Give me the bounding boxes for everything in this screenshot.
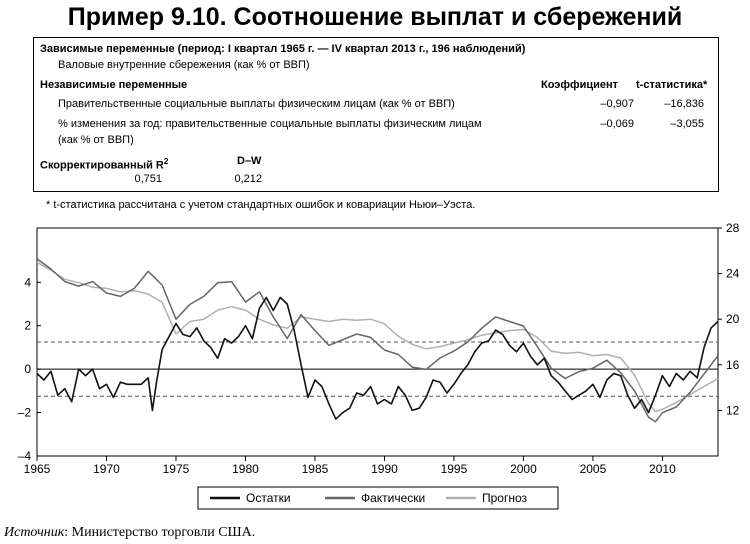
y-right-tick-label: 20 bbox=[726, 312, 740, 326]
y-right-tick-label: 16 bbox=[726, 358, 740, 372]
series-line-Остатки bbox=[36, 296, 719, 420]
y-right-tick-label: 24 bbox=[726, 267, 740, 281]
legend-label: Прогноз bbox=[482, 491, 528, 505]
t-stat-header: t-статистика* bbox=[636, 79, 708, 91]
series-line-Фактически bbox=[36, 258, 719, 423]
x-tick-label: 1975 bbox=[163, 462, 190, 476]
source-note: Источник: Министерство торговли США. bbox=[4, 525, 256, 540]
independent-header: Независимые переменные bbox=[40, 79, 188, 91]
footnote: * t-статистика рассчитана с учетом станд… bbox=[46, 199, 476, 211]
row-2-name-cont: (как % от ВВП) bbox=[58, 134, 134, 146]
row-1-coef: –0,907 bbox=[600, 98, 634, 110]
dependent-header: Зависимые переменные (период: I квартал … bbox=[40, 43, 526, 55]
y-right-tick-label: 12 bbox=[726, 403, 740, 417]
x-tick-label: 2000 bbox=[510, 462, 537, 476]
row-1-t: –16,836 bbox=[664, 98, 704, 110]
x-tick-label: 1985 bbox=[302, 462, 329, 476]
row-2-name: % изменения за год: правительственные со… bbox=[58, 118, 482, 130]
legend-label: Фактически bbox=[361, 491, 425, 505]
regression-table: Зависимые переменные (период: I квартал … bbox=[33, 37, 719, 192]
x-tick-label: 2005 bbox=[580, 462, 607, 476]
x-tick-label: 1970 bbox=[93, 462, 120, 476]
x-tick-label: 1965 bbox=[24, 462, 51, 476]
y-left-tick-label: 2 bbox=[24, 319, 31, 333]
row-1-name: Правительственные социальные выплаты физ… bbox=[58, 98, 455, 110]
x-tick-label: 2010 bbox=[649, 462, 676, 476]
legend-box bbox=[197, 486, 559, 510]
legend-label: Остатки bbox=[246, 491, 291, 505]
plot-frame bbox=[36, 227, 719, 457]
row-2-t: –3,055 bbox=[670, 118, 704, 130]
dependent-var: Валовые внутренние сбережения (как % от … bbox=[58, 59, 310, 71]
dw-value: 0,212 bbox=[234, 173, 262, 185]
x-tick-label: 1980 bbox=[232, 462, 259, 476]
x-tick-label: 1995 bbox=[441, 462, 468, 476]
series-line-Прогноз bbox=[36, 261, 719, 413]
y-left-tick-label: 0 bbox=[24, 362, 31, 376]
r2-label: Скорректированный R2 bbox=[40, 157, 169, 172]
row-2-coef: –0,069 bbox=[600, 118, 634, 130]
dw-label: D–W bbox=[237, 155, 262, 167]
y-left-tick-label: –4 bbox=[18, 449, 32, 463]
y-left-tick-label: –2 bbox=[18, 406, 32, 420]
y-right-tick-label: 28 bbox=[726, 222, 740, 235]
line-chart: 1965 1970 1975 1980 1985 1990 1995 2000 2005 2010… bbox=[18, 222, 740, 510]
r2-superscript: 2 bbox=[163, 157, 169, 166]
r2-value: 0,751 bbox=[134, 173, 162, 185]
chart-title: Пример 9.10. Соотношение выплат и сбереж… bbox=[67, 3, 683, 31]
coef-header: Коэффициент bbox=[541, 79, 619, 91]
x-tick-label: 1990 bbox=[371, 462, 398, 476]
y-left-tick-label: 4 bbox=[24, 275, 31, 289]
